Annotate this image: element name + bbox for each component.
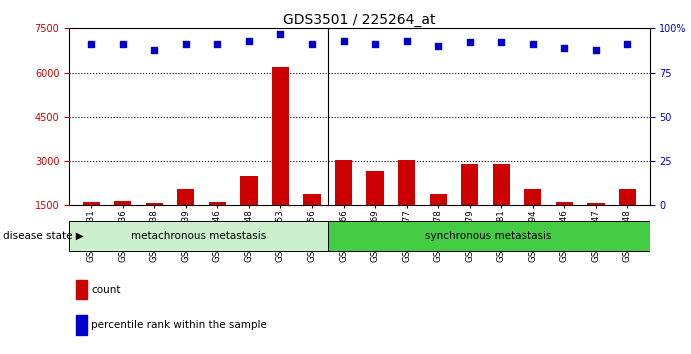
Bar [493,164,510,205]
Point [527,41,538,47]
Point [495,40,507,45]
Bar [366,171,384,205]
Bar [303,194,321,205]
Bar [618,189,636,205]
Bar [114,201,131,205]
Point [243,38,254,44]
Bar [240,176,258,205]
Point [338,38,349,44]
Point [212,41,223,47]
Point [149,47,160,52]
Point [401,38,412,44]
Text: synchronous metastasis: synchronous metastasis [426,231,552,241]
Bar [398,160,415,205]
Title: GDS3501 / 225264_at: GDS3501 / 225264_at [283,13,435,27]
Text: metachronous metastasis: metachronous metastasis [131,231,266,241]
Text: disease state ▶: disease state ▶ [3,231,84,241]
Point [559,45,570,51]
Text: percentile rank within the sample: percentile rank within the sample [91,320,267,330]
Bar [209,202,226,205]
Bar [461,164,478,205]
Point [370,41,381,47]
Bar [69,221,328,251]
Point [590,47,601,52]
Bar [430,194,447,205]
Bar [272,67,289,205]
Point [117,41,129,47]
Bar [177,189,194,205]
Bar [82,202,100,205]
Point [180,41,191,47]
Text: count: count [91,285,121,295]
Bar [556,202,573,205]
Point [622,41,633,47]
Bar [328,221,650,251]
Point [433,43,444,49]
Bar [146,203,163,205]
Point [464,40,475,45]
Bar [587,203,605,205]
Bar [524,189,542,205]
Point [307,41,318,47]
Bar [335,160,352,205]
Point [86,41,97,47]
Point [275,31,286,36]
